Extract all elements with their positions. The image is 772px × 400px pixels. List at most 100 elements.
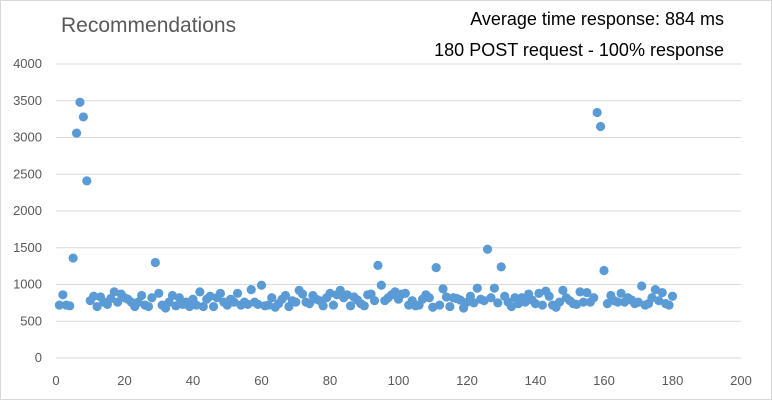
- data-point: [544, 291, 554, 301]
- data-point: [256, 280, 267, 290]
- data-point: [291, 297, 301, 307]
- data-point: [435, 300, 445, 310]
- data-point: [489, 283, 499, 293]
- data-point: [376, 280, 386, 290]
- data-point: [424, 293, 434, 303]
- y-tick-label: 500: [20, 313, 42, 328]
- data-point: [171, 301, 181, 311]
- data-point: [469, 298, 479, 308]
- data-point: [280, 290, 291, 301]
- data-point: [345, 301, 356, 311]
- data-point: [137, 290, 147, 301]
- data-point: [599, 265, 609, 276]
- y-tick-label: 1500: [13, 240, 42, 255]
- data-point: [304, 299, 315, 309]
- data-point: [595, 121, 606, 132]
- data-point: [431, 262, 441, 273]
- data-point: [208, 301, 219, 312]
- data-point: [657, 287, 667, 298]
- data-point: [198, 301, 208, 312]
- data-point: [215, 288, 225, 298]
- data-point: [667, 291, 678, 301]
- data-point: [89, 291, 99, 301]
- data-point: [582, 287, 592, 298]
- data-point: [445, 301, 455, 312]
- data-point: [592, 107, 602, 118]
- data-point: [400, 288, 410, 298]
- y-axis-tick-labels: 0 500 1000 1500 2000 2500 3000 3500 4000: [13, 56, 42, 365]
- data-point: [143, 301, 154, 312]
- data-point: [637, 281, 647, 291]
- data-point: [75, 97, 85, 107]
- data-point: [68, 253, 78, 263]
- x-tick-label: 40: [186, 373, 200, 388]
- y-tick-label: 0: [35, 350, 42, 365]
- data-point: [558, 285, 568, 295]
- data-point: [616, 288, 626, 298]
- data-point: [232, 288, 243, 298]
- data-point: [205, 291, 215, 301]
- data-point: [482, 244, 493, 254]
- chart-title: Recommendations: [61, 14, 237, 37]
- data-point: [441, 292, 452, 302]
- data-point: [589, 293, 599, 303]
- data-point: [373, 260, 383, 270]
- data-point: [369, 296, 380, 306]
- data-point: [71, 128, 82, 138]
- data-point: [325, 288, 335, 298]
- data-point: [472, 283, 482, 293]
- data-point: [493, 298, 503, 308]
- y-tick-label: 1000: [13, 277, 42, 292]
- data-point: [150, 257, 160, 268]
- chart-annotation-average: Average time response: 884 ms: [470, 9, 724, 29]
- x-tick-label: 200: [730, 373, 752, 388]
- data-point: [78, 112, 88, 122]
- data-point: [335, 285, 345, 295]
- data-point: [113, 297, 123, 307]
- data-point: [578, 297, 589, 307]
- y-tick-label: 2000: [13, 203, 42, 218]
- data-point: [486, 293, 496, 303]
- data-point: [154, 288, 164, 298]
- y-tick-label: 3500: [13, 93, 42, 108]
- x-tick-label: 140: [525, 373, 547, 388]
- data-point: [530, 299, 541, 309]
- data-point: [191, 300, 202, 310]
- x-axis-tick-labels: 0 20 40 60 80 100 120 140 160 180 200: [52, 373, 751, 388]
- data-point: [298, 289, 308, 299]
- data-point: [147, 293, 157, 303]
- data-point: [82, 176, 92, 186]
- data-point: [267, 293, 277, 303]
- data-point: [54, 300, 65, 310]
- data-points: [54, 97, 678, 313]
- y-tick-label: 4000: [13, 56, 42, 71]
- data-point: [92, 301, 102, 312]
- x-tick-label: 180: [662, 373, 684, 388]
- data-point: [664, 300, 674, 310]
- x-tick-label: 60: [254, 373, 268, 388]
- x-tick-label: 100: [388, 373, 410, 388]
- x-tick-label: 160: [593, 373, 615, 388]
- data-point: [195, 287, 205, 297]
- y-tick-label: 2500: [13, 166, 42, 181]
- chart-annotation-requests: 180 POST request - 100% response: [434, 40, 724, 60]
- y-tick-label: 3000: [13, 130, 42, 145]
- data-point: [58, 290, 68, 300]
- x-tick-label: 120: [456, 373, 478, 388]
- data-point: [554, 297, 565, 307]
- data-point: [438, 284, 448, 294]
- data-point: [496, 262, 506, 272]
- data-point: [246, 285, 256, 295]
- data-point: [575, 287, 585, 297]
- gridlines: [56, 63, 741, 322]
- data-point: [318, 301, 328, 311]
- data-point: [537, 300, 547, 310]
- data-point: [613, 297, 623, 307]
- x-tick-label: 20: [117, 373, 131, 388]
- data-point: [359, 301, 369, 311]
- data-point: [65, 301, 75, 311]
- data-point: [184, 301, 195, 312]
- data-point: [328, 300, 339, 310]
